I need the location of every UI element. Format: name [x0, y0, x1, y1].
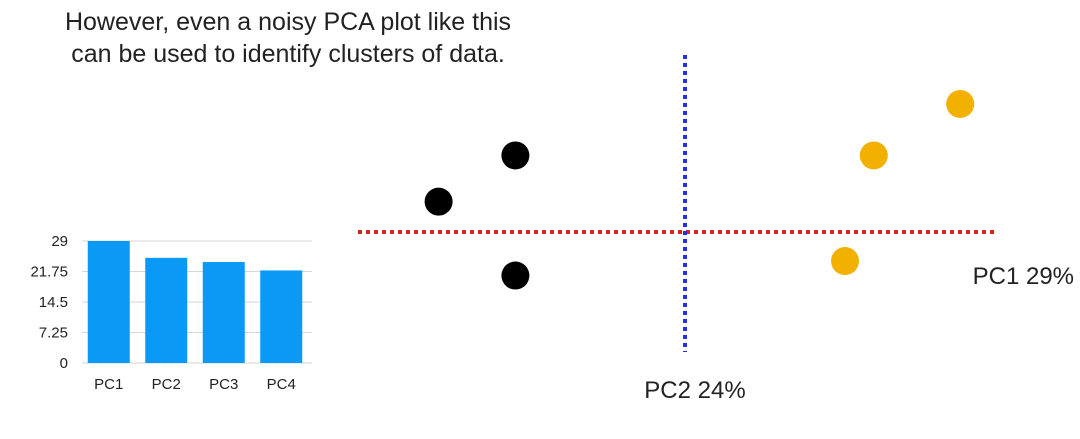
scatter-point-0-1: [424, 187, 453, 216]
bar-chart-x-ticks: PC1 PC2 PC3 PC4: [94, 376, 296, 393]
caption: However, even a noisy PCA plot like this…: [0, 6, 576, 70]
bar-y-tick-label: 7.25: [39, 325, 68, 342]
bar-x-tick-label: PC2: [152, 376, 181, 393]
scatter-point-1-2: [831, 247, 859, 276]
scatter-point-1-0: [946, 89, 975, 118]
bar-x-tick-label: PC3: [209, 376, 238, 393]
caption-line-1: However, even a noisy PCA plot like this: [64, 8, 512, 36]
scatter-point-0-2: [501, 261, 530, 290]
bar-pc2: [145, 257, 188, 363]
bar-y-tick-label: 21.75: [30, 264, 68, 281]
bar-x-tick-label: PC1: [94, 376, 123, 393]
pc1-axis-title: PC1 29%: [973, 263, 1074, 290]
bar-chart-bars: [87, 241, 303, 363]
bar-y-tick-label: 0: [60, 355, 68, 372]
bar-pc1: [87, 241, 130, 363]
pc2-axis-title: PC2 24%: [644, 377, 745, 404]
scatter-point-1-1: [859, 141, 888, 170]
bar-pc4: [260, 270, 303, 363]
bar-y-tick-label: 14.5: [39, 294, 68, 311]
bar-y-tick-label: 29: [51, 233, 68, 250]
bar-chart-y-ticks: 0 7.25 14.5 21.75 29: [30, 233, 68, 372]
caption-line-2: can be used to identify clusters of data…: [71, 40, 505, 68]
bar-pc3: [202, 262, 245, 363]
scatter-points: [424, 89, 975, 290]
bar-x-tick-label: PC4: [267, 376, 296, 393]
scatter-point-0-0: [501, 141, 530, 170]
